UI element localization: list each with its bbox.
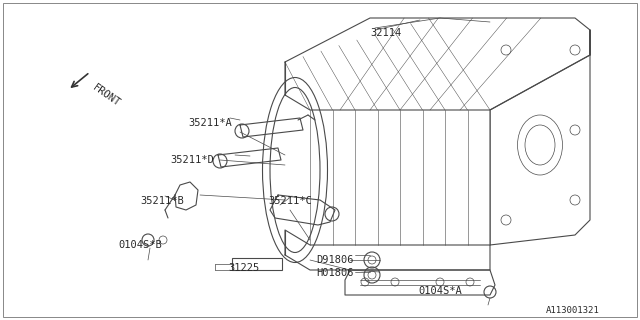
Text: 32114: 32114	[370, 28, 401, 38]
Text: A113001321: A113001321	[546, 306, 600, 315]
Text: H01806: H01806	[316, 268, 353, 278]
Text: 35211*D: 35211*D	[170, 155, 214, 165]
Text: 35211*B: 35211*B	[140, 196, 184, 206]
Text: 31225: 31225	[228, 263, 259, 273]
Text: FRONT: FRONT	[90, 82, 122, 108]
Bar	[232, 258, 282, 270]
Text: 35211*A: 35211*A	[188, 118, 232, 128]
Text: 35211*C: 35211*C	[268, 196, 312, 206]
Text: D91806: D91806	[316, 255, 353, 265]
Text: 0104S*B: 0104S*B	[118, 240, 162, 250]
Text: 0104S*A: 0104S*A	[418, 286, 461, 296]
